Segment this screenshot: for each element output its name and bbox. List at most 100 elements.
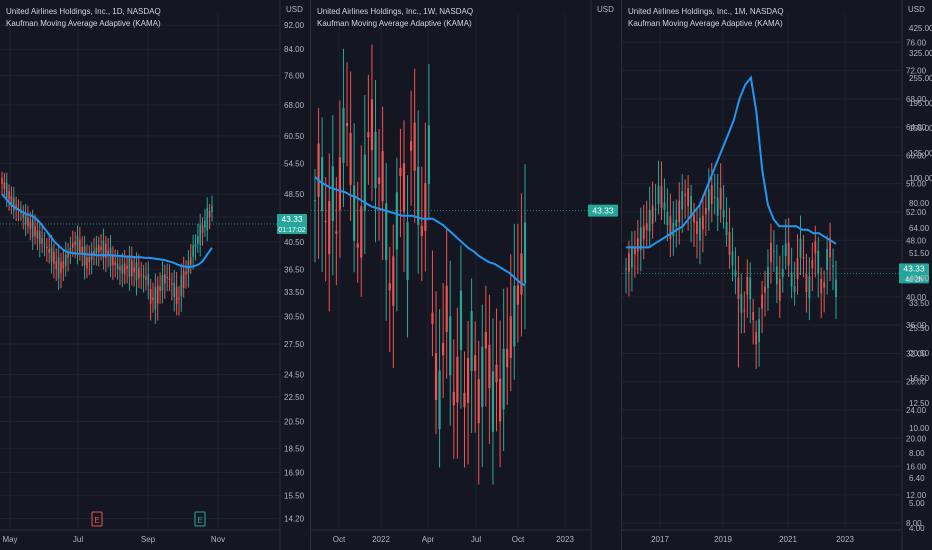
right-axis-tick: 6.40 (909, 474, 925, 483)
candle-body (71, 243, 74, 248)
candle-body (406, 222, 409, 280)
candle-body (417, 166, 420, 225)
candle-body (126, 265, 128, 269)
y-tick-label: 48.50 (284, 190, 305, 199)
candle-body (814, 241, 817, 254)
price-tag-countdown: 4d 2h (905, 276, 923, 283)
candle-body (728, 232, 731, 255)
candle-body (639, 227, 642, 251)
candle-body (90, 252, 93, 261)
right-axis-tick: 80.00 (909, 199, 930, 208)
candle-body (43, 243, 46, 245)
y-tick-label: 40.00 (906, 293, 927, 302)
x-tick-label: 2023 (836, 535, 854, 544)
candle-body (53, 251, 55, 264)
candle-body (168, 278, 171, 280)
chart-pane-daily[interactable]: USD92.0084.0076.0068.0060.5054.5048.5044… (0, 0, 311, 550)
candle-body (55, 261, 58, 269)
candle-body (808, 276, 811, 299)
candle-body (420, 225, 423, 237)
candle-body (625, 268, 627, 270)
candle-body (743, 310, 746, 312)
candle-body (410, 141, 413, 151)
candle-body (175, 286, 178, 305)
chart-canvas-monthly[interactable]: USD 76.00 72.00 68.00 64.00 60.00 56.00 52.00 48… (622, 0, 932, 550)
candle-body (206, 207, 209, 231)
chart-header-daily: United Airlines Holdings, Inc., 1D, NASD… (6, 6, 161, 30)
candle-body (22, 213, 25, 218)
candle-body (166, 276, 168, 278)
candle-body (363, 154, 366, 211)
candle-body (737, 277, 740, 299)
chart-canvas-daily[interactable]: USD92.0084.0076.0068.0060.5054.5048.5044… (0, 0, 310, 550)
x-tick-label: 2019 (714, 535, 732, 544)
candle-body (34, 226, 36, 237)
price-tag-value: 43.33 (281, 214, 303, 224)
candle-body (1, 177, 3, 185)
candle-body (331, 166, 334, 221)
candle-body (648, 210, 651, 232)
right-axis-tick: 10.00 (909, 424, 930, 433)
candle-body (161, 274, 164, 291)
indicator-label: Kaufman Moving Average Adaptive (KAMA) (6, 19, 161, 28)
price-tag-value: 43.33 (903, 263, 925, 273)
candle-body (713, 196, 716, 198)
candle-body (707, 189, 710, 211)
candle-body (672, 222, 675, 237)
candle-body (385, 203, 388, 261)
right-axis-tick: 5.00 (909, 499, 925, 508)
candle-body (413, 122, 416, 171)
chart-pane-weekly[interactable]: USD Oct 2022 Apr Jul Oct 2023 43.33 United Airl… (311, 0, 622, 550)
candle-body (27, 217, 29, 227)
candle-body (62, 261, 65, 269)
candle-body (100, 246, 102, 251)
candle-body (449, 316, 452, 376)
candle-body (502, 348, 505, 410)
candle-body (498, 378, 502, 422)
chart-header-weekly: United Airlines Holdings, Inc., 1W, NASD… (317, 6, 473, 30)
candle-body (642, 226, 645, 240)
candle-body (402, 163, 406, 213)
candle-body (199, 224, 202, 245)
candle-body (820, 278, 823, 294)
candle-body (197, 236, 199, 244)
candle-body (681, 190, 684, 210)
right-axis-tick: 40.00 (909, 274, 930, 283)
candle-body (799, 238, 802, 258)
candle-body (67, 252, 69, 258)
candle-body (431, 312, 434, 324)
candle-body (328, 201, 331, 255)
candle-body (463, 392, 466, 408)
chart-pane-monthly[interactable]: USD 76.00 72.00 68.00 64.00 60.00 56.00 52.00 48… (622, 0, 932, 550)
right-axis-tick: 12.50 (909, 399, 930, 408)
right-axis-tick: 8.00 (909, 449, 925, 458)
candle-body (317, 143, 320, 198)
x-tick-label: 2017 (651, 535, 669, 544)
candle-body (657, 185, 660, 204)
candle-body (74, 241, 76, 246)
candle-body (10, 196, 13, 205)
kama-line (314, 176, 526, 287)
y-tick-label: 27.50 (284, 340, 305, 349)
candle-body (152, 297, 154, 301)
y-tick-label: 15.50 (284, 491, 305, 500)
y-tick-label: 8.00 (906, 519, 922, 528)
candle-body (690, 195, 692, 218)
indicator-label: Kaufman Moving Average Adaptive (KAMA) (628, 19, 783, 28)
kama-line (626, 75, 837, 249)
x-tick-label: Jul (73, 535, 83, 544)
candle-body (194, 243, 197, 248)
candle-body (130, 260, 133, 277)
candle-body (180, 275, 183, 297)
candle-body (208, 211, 211, 217)
y-tick-label: 40.50 (284, 238, 305, 247)
candle-body (758, 319, 760, 342)
candle-body (633, 247, 636, 255)
chart-title: United Airlines Holdings, Inc., 1M, NASD… (628, 7, 784, 16)
earnings-marker-label: E (94, 516, 99, 525)
candle-body (636, 238, 639, 252)
chart-canvas-weekly[interactable]: USD Oct 2022 Apr Jul Oct 2023 43.33 (311, 0, 621, 550)
candle-body (135, 262, 138, 281)
candle-body (105, 243, 107, 258)
candle-body (147, 274, 150, 286)
